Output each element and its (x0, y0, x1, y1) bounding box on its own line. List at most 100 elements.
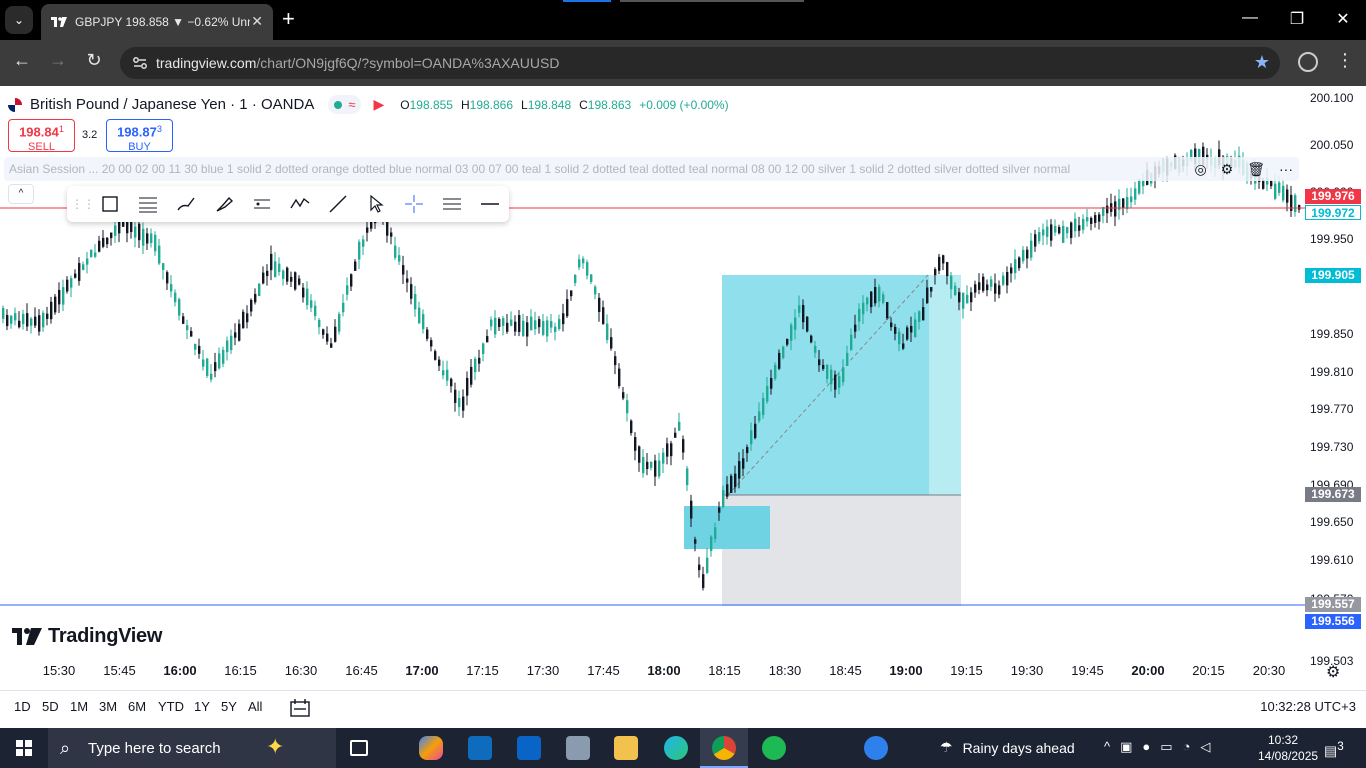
candle-body (710, 536, 713, 551)
candle-body (286, 267, 289, 282)
minimize-button[interactable]: — (1242, 9, 1258, 26)
trend-line-icon[interactable] (319, 186, 357, 222)
site-settings-icon[interactable] (132, 55, 148, 71)
store-app-icon[interactable] (468, 736, 492, 760)
new-tab-button[interactable]: + (282, 6, 295, 31)
candle-body (1130, 196, 1133, 203)
indicator-settings-icon[interactable]: ⚙ (1220, 161, 1234, 177)
candle-body (62, 287, 65, 305)
fib-lines-icon[interactable] (129, 186, 167, 222)
range-button-ytd[interactable]: YTD (158, 699, 184, 714)
tray-chevron-icon[interactable]: ^ (1104, 739, 1111, 754)
chrome-browser-icon[interactable] (712, 736, 736, 760)
candle-body (934, 269, 937, 276)
range-button-all[interactable]: All (248, 699, 263, 714)
more-dots-icon[interactable]: ··· (1279, 161, 1293, 177)
rectangle-icon[interactable] (91, 186, 129, 222)
flag-icon[interactable]: ▶ (373, 96, 385, 112)
range-button-6m[interactable]: 6M (128, 699, 147, 714)
browser-tab-active[interactable]: GBPJPY 198.858 ▼ −0.62% Unn ✕ (41, 4, 273, 40)
outlook-app-icon[interactable] (517, 736, 541, 760)
reload-button[interactable]: ↻ (86, 50, 102, 70)
horizontal-line-icon[interactable] (471, 186, 509, 222)
candle-body (370, 215, 373, 229)
pattern-icon[interactable] (281, 186, 319, 222)
chart-settings-gear-icon[interactable]: ⚙ (1326, 664, 1341, 681)
market-status-badge[interactable]: ≈ (328, 95, 362, 114)
time-axis-label: 16:45 (345, 663, 378, 678)
candle-body (1062, 225, 1065, 243)
buy-button[interactable]: 198.873 BUY (106, 119, 173, 153)
range-button-1y[interactable]: 1Y (194, 699, 210, 714)
drag-grip-icon[interactable]: ⋮⋮ (71, 197, 95, 211)
task-view-icon[interactable] (350, 740, 368, 756)
volume-icon[interactable]: ◁ (1200, 739, 1211, 754)
window-close-button[interactable]: ✕ (1336, 11, 1350, 28)
price-plot[interactable] (0, 86, 1366, 690)
candle-body (938, 256, 941, 271)
candle-body (690, 500, 693, 519)
cursor-icon[interactable] (357, 186, 395, 222)
candle-body (870, 291, 873, 308)
brush-icon[interactable] (167, 186, 205, 222)
candle-body (702, 574, 705, 588)
battery-icon[interactable]: ▭ (1160, 739, 1173, 754)
range-button-5y[interactable]: 5Y (221, 699, 237, 714)
time-axis-label: 15:30 (42, 663, 76, 678)
wifi-icon[interactable]: ◔ (1182, 739, 1191, 754)
camera-icon[interactable]: ▣ (1120, 739, 1133, 754)
tab-search-button[interactable]: ⌄ (5, 6, 33, 34)
symbol-name[interactable]: British Pound / Japanese Yen · 1 · OANDA (30, 96, 315, 113)
hide-eye-icon[interactable]: ◎ (1194, 161, 1207, 177)
url-input[interactable]: tradingview.com/chart/ON9jgf6Q/?symbol=O… (120, 47, 1280, 79)
highlighter-icon[interactable] (205, 186, 243, 222)
delete-trash-icon[interactable]: 🗑 (1247, 161, 1265, 177)
candle-body (630, 420, 633, 434)
edge-browser-icon[interactable] (664, 736, 688, 760)
channel-icon[interactable] (243, 186, 281, 222)
bookmark-star-icon[interactable]: ★ (1253, 52, 1270, 72)
profile-icon[interactable] (1298, 52, 1318, 72)
date-range-calendar-icon[interactable] (290, 699, 310, 717)
candle-body (550, 321, 553, 328)
notifications-icon[interactable]: ▤3 (1324, 740, 1344, 759)
candle-body (498, 318, 501, 327)
range-button-5d[interactable]: 5D (42, 699, 59, 714)
entry-box[interactable] (684, 506, 770, 549)
collapse-legend-button[interactable]: ^ (8, 184, 34, 204)
microphone-icon[interactable]: ● (1142, 739, 1151, 754)
range-button-1m[interactable]: 1M (70, 699, 89, 714)
copilot-app-icon[interactable] (419, 736, 443, 760)
forward-button[interactable]: → (49, 50, 67, 70)
photos-app-icon[interactable] (566, 736, 590, 760)
spotify-app-icon[interactable] (762, 736, 786, 760)
sell-price-sup: 1 (58, 124, 64, 134)
taskbar-clock[interactable]: 10:32 14/08/2025 (1258, 732, 1318, 764)
candle-body (358, 241, 361, 260)
browser-menu-icon[interactable]: ⋮ (1336, 50, 1354, 70)
candle-body (10, 315, 13, 324)
candle-body (578, 259, 581, 268)
copilot-sparkle-icon[interactable]: ✦ (266, 734, 285, 759)
session-indicator-legend[interactable]: Asian Session ... 20 00 02 00 11 30 blue… (4, 157, 1299, 181)
candle-body (770, 377, 773, 389)
candle-body (2, 307, 5, 319)
weather-widget[interactable]: ☂ Rainy days ahead (940, 739, 1075, 756)
tab-close-icon[interactable]: ✕ (251, 13, 263, 29)
chart-pane[interactable]: British Pound / Japanese Yen · 1 · OANDA… (0, 86, 1366, 690)
ohlc-key: O (400, 97, 410, 112)
taskbar-search-input[interactable]: ⌕ Type here to search ✦ (48, 728, 336, 768)
settings-lines-icon[interactable] (433, 186, 471, 222)
file-explorer-icon[interactable] (614, 736, 638, 760)
restore-button[interactable]: ❐ (1289, 11, 1305, 28)
windows-start-icon[interactable] (16, 740, 32, 756)
candle-body (238, 323, 241, 341)
crosshair-icon[interactable] (395, 186, 433, 222)
range-button-3m[interactable]: 3M (99, 699, 118, 714)
range-button-1d[interactable]: 1D (14, 699, 31, 714)
candle-body (738, 461, 741, 479)
help-app-icon[interactable] (864, 736, 888, 760)
sell-button[interactable]: 198.841 SELL (8, 119, 75, 153)
chart-clock[interactable]: 10:32:28 UTC+3 (1260, 699, 1356, 714)
back-button[interactable]: ← (13, 50, 31, 70)
